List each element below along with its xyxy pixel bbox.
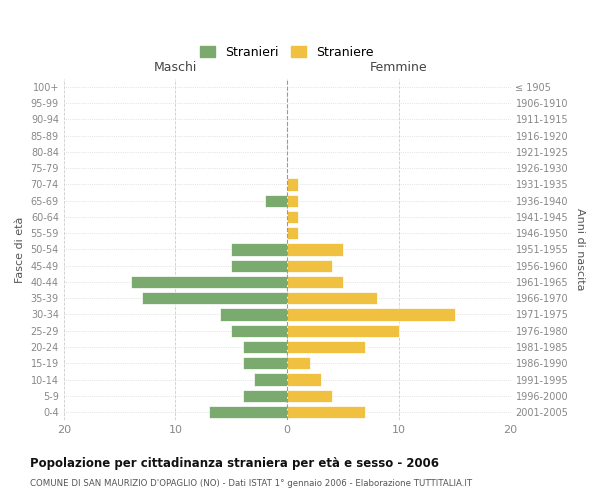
Bar bbox=[232, 244, 287, 256]
Bar bbox=[287, 324, 399, 337]
Legend: Stranieri, Straniere: Stranieri, Straniere bbox=[196, 40, 379, 64]
Y-axis label: Anni di nascita: Anni di nascita bbox=[575, 208, 585, 290]
Bar bbox=[287, 308, 455, 320]
Bar bbox=[242, 357, 287, 370]
Bar bbox=[287, 374, 321, 386]
Bar bbox=[287, 244, 343, 256]
Text: Popolazione per cittadinanza straniera per età e sesso - 2006: Popolazione per cittadinanza straniera p… bbox=[30, 458, 439, 470]
Bar bbox=[287, 276, 343, 288]
Bar bbox=[209, 406, 287, 418]
Bar bbox=[287, 260, 332, 272]
Bar bbox=[287, 292, 377, 304]
Text: Maschi: Maschi bbox=[154, 61, 197, 74]
Bar bbox=[232, 324, 287, 337]
Y-axis label: Fasce di età: Fasce di età bbox=[15, 216, 25, 282]
Bar bbox=[242, 341, 287, 353]
Bar bbox=[287, 178, 298, 190]
Bar bbox=[131, 276, 287, 288]
Bar bbox=[287, 227, 298, 239]
Bar bbox=[287, 341, 365, 353]
Bar bbox=[220, 308, 287, 320]
Bar bbox=[265, 194, 287, 207]
Bar bbox=[287, 194, 298, 207]
Bar bbox=[287, 406, 365, 418]
Bar bbox=[287, 357, 310, 370]
Text: COMUNE DI SAN MAURIZIO D'OPAGLIO (NO) - Dati ISTAT 1° gennaio 2006 - Elaborazion: COMUNE DI SAN MAURIZIO D'OPAGLIO (NO) - … bbox=[30, 479, 472, 488]
Text: Femmine: Femmine bbox=[370, 61, 428, 74]
Bar bbox=[242, 390, 287, 402]
Bar bbox=[287, 211, 298, 223]
Bar bbox=[142, 292, 287, 304]
Bar bbox=[287, 390, 332, 402]
Bar bbox=[232, 260, 287, 272]
Bar bbox=[254, 374, 287, 386]
